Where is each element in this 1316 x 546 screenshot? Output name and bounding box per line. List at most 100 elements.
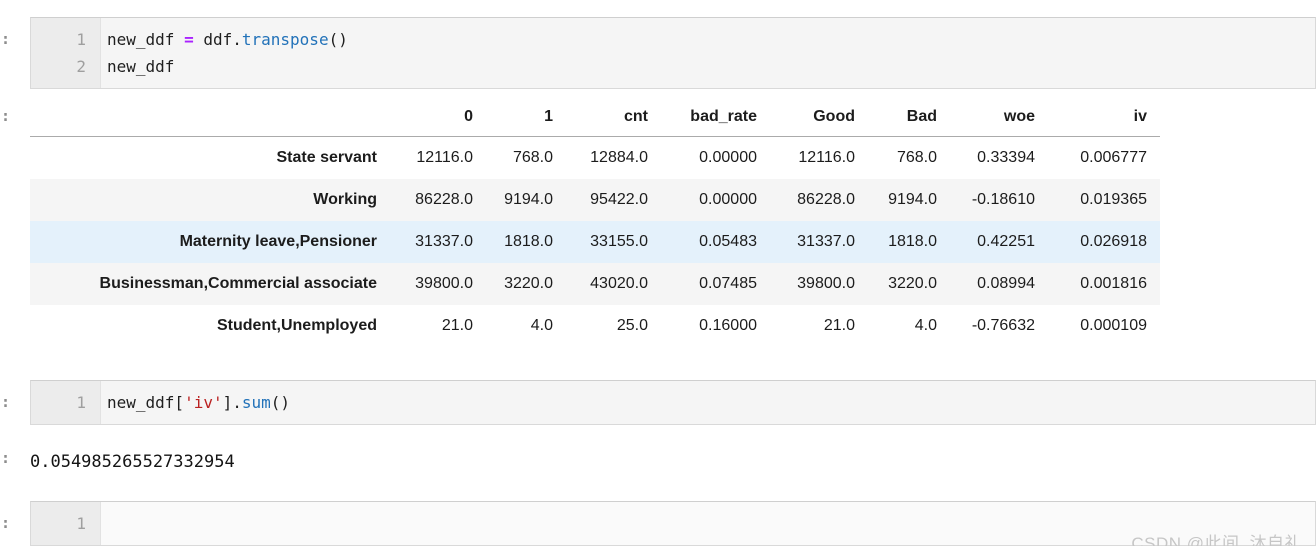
table-cell: 3220.0 [888,274,937,292]
table-cell: 21.0 [441,316,473,334]
table-cell: 0.33394 [977,148,1035,166]
code-token-plain: new_ddf [107,30,185,49]
table-cell: 0.00000 [699,190,757,208]
code-token-plain: ddf. [193,30,242,49]
table-cell: 12116.0 [798,148,855,166]
table-cell: 4.0 [530,316,553,334]
output-area: 0 1 cnt bad_rate Good Bad woe iv State servant 1… [30,102,1316,347]
table-cell: 768.0 [896,148,937,166]
code-cell-row-2: : 1 new_ddf['iv'].sum() [0,379,1316,425]
table-cell: 768.0 [512,148,553,166]
code-line: new_ddf [107,53,1315,80]
table-cell: -0.76632 [971,316,1035,334]
table-cell: 86228.0 [797,190,855,208]
output-area-row-2: : 0.054985265527332954 [0,449,1316,473]
input-prompt: : [1,513,11,532]
column-header: 0 [390,102,486,137]
table-cell: 1818.0 [888,232,937,250]
row-label: Working [313,190,377,208]
table-cell: 9194.0 [504,190,553,208]
code-line: new_ddf = ddf.transpose() [107,26,1315,53]
input-prompt: : [1,30,11,48]
table-cell: 0.000109 [1080,316,1147,334]
code-token-op: = [184,30,194,49]
table-cell: 31337.0 [415,232,473,250]
table-cell: 31337.0 [797,232,855,250]
table-cell: 12884.0 [590,148,648,166]
csdn-watermark: CSDN @此间_沐自礼 [1131,534,1302,546]
line-number: 2 [76,57,86,76]
column-header: Bad [868,102,950,137]
code-token-plain: new_ddf [107,57,175,76]
table-cell: 3220.0 [504,274,553,292]
table-cell: 4.0 [914,316,937,334]
table-row: Working 86228.0 9194.0 95422.0 0.00000 86228.… [30,178,1160,221]
table-cell: 0.006777 [1080,148,1147,166]
row-label: Student,Unemployed [216,316,377,334]
dataframe-table: 0 1 cnt bad_rate Good Bad woe iv State servant 1… [30,102,1160,347]
row-label: Businessman,Commercial associate [99,274,377,292]
table-cell: 86228.0 [415,190,473,208]
code-editor[interactable] [101,501,1315,545]
column-header: Good [770,102,868,137]
code-cell-row-3: : 1 [0,500,1316,546]
table-cell: 12116.0 [416,148,473,166]
line-number-gutter: 1 [31,501,101,545]
table-cell: 39800.0 [415,274,473,292]
table-row: State servant 12116.0 768.0 12884.0 0.00000 1… [30,137,1160,179]
scalar-output-value: 0.054985265527332954 [30,451,235,472]
line-number: 1 [76,392,86,412]
table-cell: 0.00000 [699,148,757,166]
table-row: Maternity leave,Pensioner 31337.0 1818.0 33… [30,220,1160,263]
output-area-row-1: : 0 1 cnt bad_rate Good Bad woe iv State servan… [0,102,1316,347]
code-cell-2[interactable]: 1 new_ddf['iv'].sum() [30,379,1316,425]
table-cell: 0.08994 [977,274,1035,292]
column-header: iv [1048,102,1160,137]
code-editor[interactable]: new_ddf['iv'].sum() [101,381,1315,424]
line-number: 1 [76,30,86,49]
table-cell: 9194.0 [888,190,937,208]
table-cell: 43020.0 [590,274,648,292]
row-label: Maternity leave,Pensioner [179,232,377,250]
table-cell: 1818.0 [504,232,553,250]
code-editor[interactable]: new_ddf = ddf.transpose() new_ddf [101,18,1315,88]
table-cell: 25.0 [616,316,648,334]
code-token-plain: new_ddf[ [107,392,185,412]
output-prompt: : [1,107,11,125]
column-header: woe [950,102,1048,137]
line-number-gutter: 1 [31,380,101,424]
table-cell: 0.42251 [977,232,1035,250]
output-prompt: : [1,448,11,467]
output-area: 0.054985265527332954 [30,449,1316,473]
table-cell: 0.001816 [1080,274,1147,292]
code-token-plain: () [270,392,291,412]
code-token-func: sum [241,392,271,412]
column-header: 1 [486,102,566,137]
table-cell: 21.0 [823,316,855,334]
table-cell: -0.18610 [971,190,1035,208]
code-line: new_ddf['iv'].sum() [107,389,1315,416]
table-cell: 33155.0 [590,232,648,250]
table-cell: 39800.0 [797,274,855,292]
code-token-str: 'iv' [184,392,223,412]
dataframe-header: 0 1 cnt bad_rate Good Bad woe iv [30,102,1160,137]
table-row: Businessman,Commercial associate 39800.0 3… [30,262,1160,305]
code-token-plain: () [328,30,348,49]
table-cell: 95422.0 [590,190,648,208]
table-corner [30,102,390,137]
column-header: cnt [566,102,661,137]
table-cell: 0.16000 [699,316,757,334]
input-prompt: : [1,392,11,411]
table-cell: 0.026918 [1080,232,1147,250]
table-cell: 0.019365 [1080,190,1147,208]
code-cell-3-empty[interactable]: 1 [30,500,1316,546]
code-token-func: transpose [241,30,329,49]
line-number: 1 [76,513,86,533]
code-token-plain: ]. [222,392,242,412]
table-row: Student,Unemployed 21.0 4.0 25.0 0.16000 21.0… [30,305,1160,347]
row-label: State servant [276,148,378,166]
